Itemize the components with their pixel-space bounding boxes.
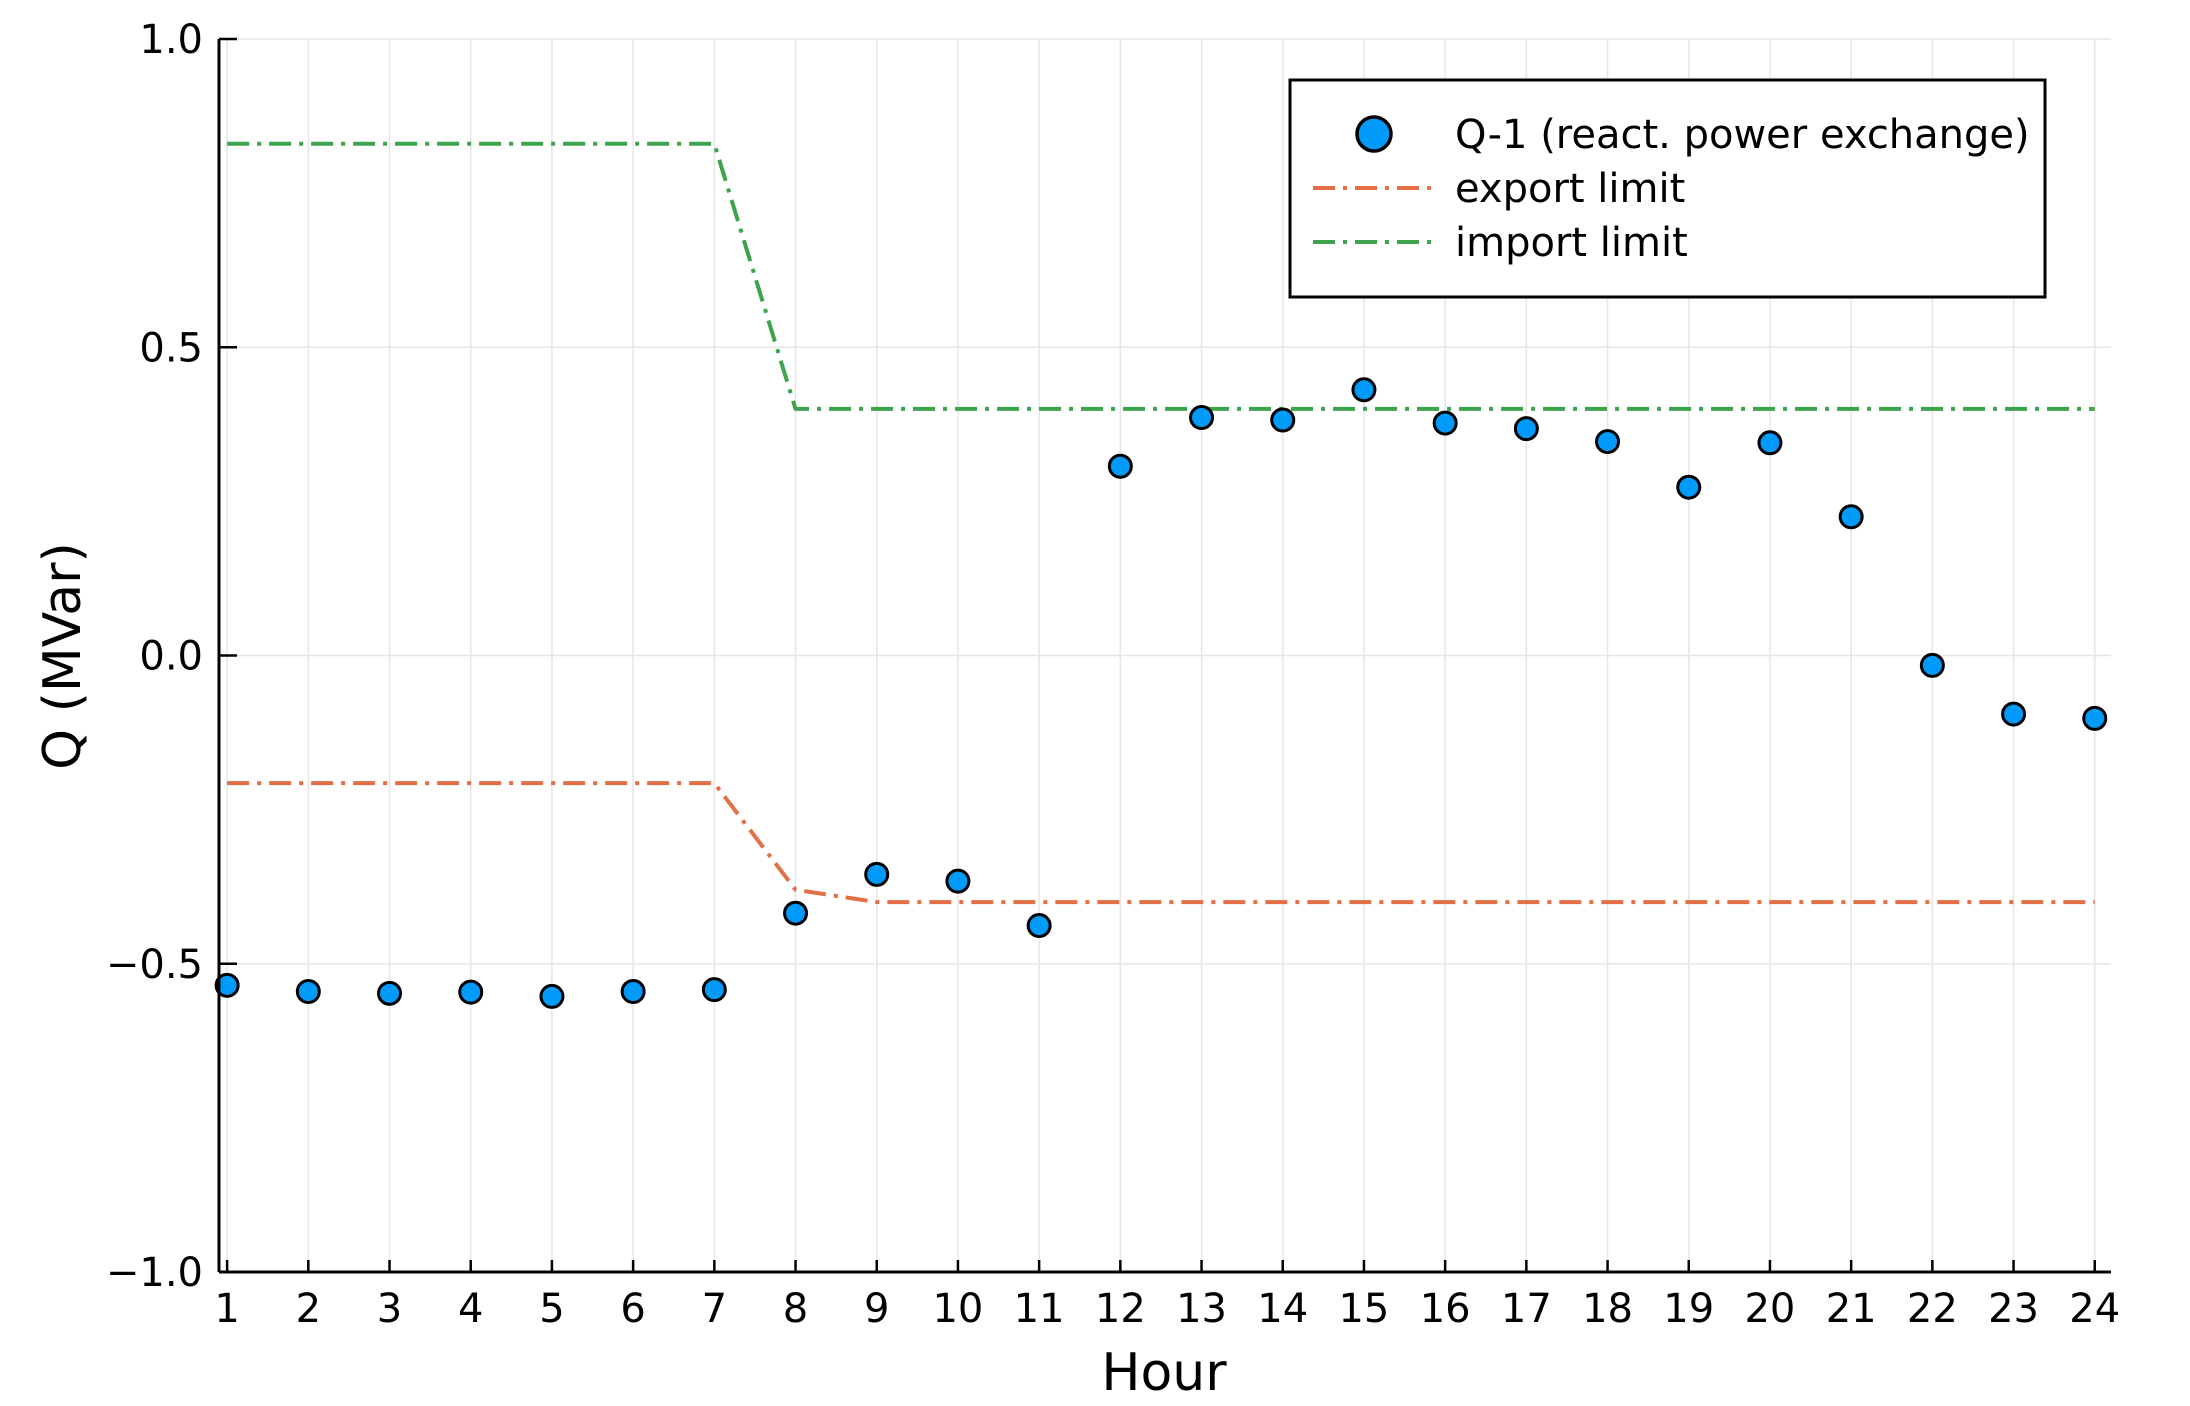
legend: Q-1 (react. power exchange) export limit… [1288, 78, 2047, 299]
data-point [295, 978, 321, 1004]
data-point [1676, 474, 1702, 500]
data-point [945, 868, 971, 894]
x-tick-label: 18 [1582, 1286, 1633, 1332]
x-tick-label: 5 [539, 1286, 564, 1332]
x-tick-label: 3 [377, 1286, 402, 1332]
legend-label-scatter: Q-1 (react. power exchange) [1455, 112, 2030, 158]
legend-label-import: import limit [1455, 220, 1688, 266]
data-point [1838, 504, 1864, 530]
x-tick-label: 4 [458, 1286, 483, 1332]
y-tick-label: −1.0 [106, 1250, 203, 1296]
x-tick-label: 13 [1176, 1286, 1227, 1332]
data-point [701, 977, 727, 1003]
scatter-points [214, 377, 2108, 1009]
x-tick-label: 11 [1014, 1286, 1065, 1332]
data-point [2082, 705, 2108, 731]
tick-labels: 1 2 3 4 5 6 7 8 9 10 11 12 13 14 15 16 17 18 19 20 21 22 23 24−… [106, 17, 2120, 1332]
data-point [1595, 429, 1621, 455]
data-point [377, 980, 403, 1006]
data-point [1107, 453, 1133, 479]
data-point [1351, 377, 1377, 403]
axes [217, 37, 2111, 1274]
series-line-export-limit [227, 781, 2095, 905]
data-point [864, 861, 890, 887]
data-point [214, 972, 240, 998]
data-point [1189, 405, 1215, 431]
x-tick-label: 12 [1095, 1286, 1146, 1332]
data-point [783, 900, 809, 926]
x-axis-title: Hour [1101, 1343, 1227, 1403]
data-point [1513, 416, 1539, 442]
x-tick-label: 19 [1663, 1286, 1714, 1332]
x-tick-label: 7 [702, 1286, 727, 1332]
x-tick-label: 6 [620, 1286, 645, 1332]
data-point [1270, 407, 1296, 433]
x-tick-label: 2 [296, 1286, 321, 1332]
data-point [539, 983, 565, 1009]
x-tick-label: 20 [1744, 1286, 1795, 1332]
legend-marker-scatter [1355, 115, 1393, 153]
data-point [1757, 430, 1783, 456]
x-tick-label: 8 [783, 1286, 808, 1332]
y-tick-label: −0.5 [106, 942, 203, 988]
x-tick-label: 1 [214, 1286, 239, 1332]
x-tick-label: 16 [1420, 1286, 1471, 1332]
x-tick-label: 21 [1826, 1286, 1877, 1332]
x-tick-label: 14 [1257, 1286, 1308, 1332]
x-tick-label: 10 [932, 1286, 983, 1332]
data-point [458, 979, 484, 1005]
x-tick-label: 22 [1907, 1286, 1958, 1332]
series-line-import-limit [227, 141, 2095, 411]
data-point [1919, 652, 1945, 678]
limit-lines [227, 141, 2095, 905]
x-tick-label: 24 [2069, 1286, 2120, 1332]
y-tick-label: 0.5 [139, 325, 203, 371]
data-point [1432, 410, 1458, 436]
x-tick-label: 23 [1988, 1286, 2039, 1332]
data-point [2001, 701, 2027, 727]
y-axis-title: Q (MVar) [33, 542, 93, 770]
y-tick-label: 1.0 [139, 17, 203, 63]
x-tick-label: 9 [864, 1286, 889, 1332]
data-point [620, 978, 646, 1004]
x-tick-label: 17 [1501, 1286, 1552, 1332]
y-tick-label: 0.0 [139, 634, 203, 680]
legend-label-export: export limit [1455, 166, 1685, 212]
x-tick-label: 15 [1338, 1286, 1389, 1332]
data-point [1026, 913, 1052, 939]
